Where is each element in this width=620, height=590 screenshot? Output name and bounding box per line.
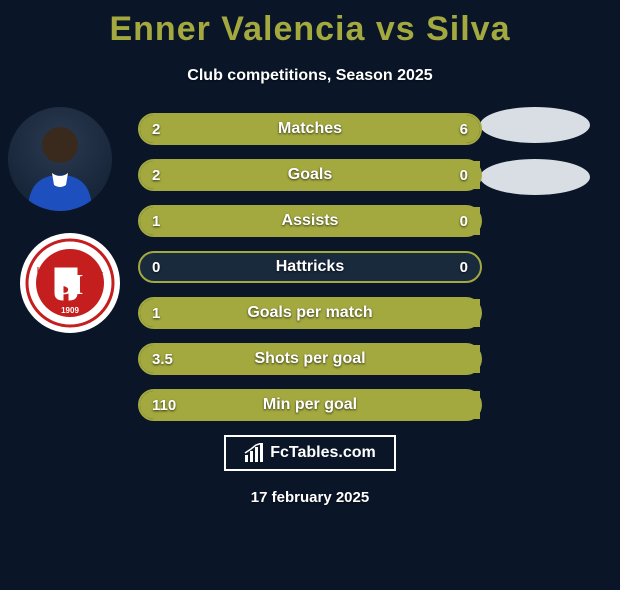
stat-bars: 2 Matches 6 2 Goals 0 1 Assists 0 0 Hatt… [138, 113, 482, 421]
stat-row: 2 Matches 6 [138, 113, 482, 145]
svg-text:1909: 1909 [61, 306, 79, 315]
stat-label: Goals per match [140, 299, 480, 327]
svg-text:SI: SI [57, 270, 83, 301]
stat-row: 1 Assists 0 [138, 205, 482, 237]
stat-row: 2 Goals 0 [138, 159, 482, 191]
player2-club-placeholder [480, 159, 590, 195]
stat-row: 0 Hattricks 0 [138, 251, 482, 283]
brand-badge: FcTables.com [224, 435, 396, 471]
subtitle: Club competitions, Season 2025 [0, 67, 620, 85]
footer: FcTables.com [0, 435, 620, 471]
player1-club-badge: INTERNACIONAL SI 1909 [20, 233, 120, 333]
stat-row: 110 Min per goal [138, 389, 482, 421]
stat-label: Shots per goal [140, 345, 480, 373]
stat-label: Goals [140, 161, 480, 189]
chart-icon [244, 443, 264, 463]
brand-text: FcTables.com [270, 444, 376, 462]
stat-label: Matches [140, 115, 480, 143]
stat-label: Hattricks [140, 253, 480, 281]
club-crest-icon: INTERNACIONAL SI 1909 [25, 238, 115, 328]
player1-avatar [8, 107, 112, 211]
stat-label: Min per goal [140, 391, 480, 419]
stat-value-right: 0 [460, 161, 468, 189]
stat-value-right: 6 [460, 115, 468, 143]
stat-value-right: 0 [460, 253, 468, 281]
page-title: Enner Valencia vs Silva [0, 10, 620, 49]
player1-column: INTERNACIONAL SI 1909 [8, 107, 118, 333]
stat-value-right: 0 [460, 207, 468, 235]
player2-column [480, 107, 600, 211]
stat-row: 1 Goals per match [138, 297, 482, 329]
person-icon [8, 107, 112, 211]
stat-label: Assists [140, 207, 480, 235]
comparison-panel: INTERNACIONAL SI 1909 2 Matches 6 2 Goal… [0, 113, 620, 421]
player2-avatar-placeholder [480, 107, 590, 143]
date-text: 17 february 2025 [0, 489, 620, 506]
stat-row: 3.5 Shots per goal [138, 343, 482, 375]
